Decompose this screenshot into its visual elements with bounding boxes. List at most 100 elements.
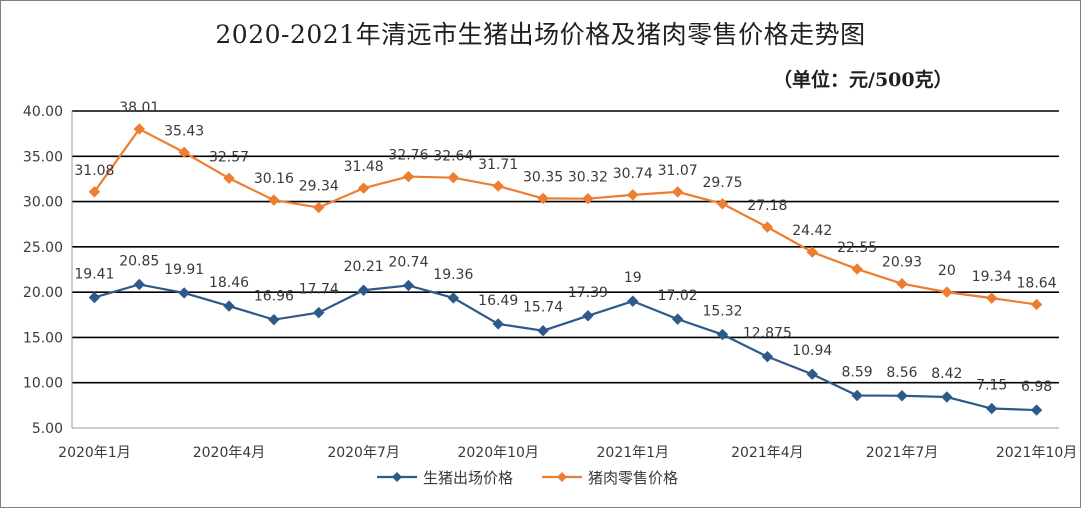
- data-label: 17.39: [568, 285, 608, 301]
- series-live-pig-price: 19.41 20.85 19.91 18.46 16.96 17.74 20.21 20.74…: [74, 253, 1052, 416]
- y-tick-label: 15.00: [23, 330, 63, 346]
- data-label: 38.01: [119, 100, 159, 116]
- data-point: [896, 390, 908, 402]
- data-label: 12.875: [743, 326, 792, 342]
- legend-label: 猪肉零售价格: [588, 469, 678, 487]
- data-point: [985, 402, 998, 415]
- series-pork-retail-price: 31.08 38.01 35.43 32.57 30.16 29.34 31.4832.76…: [74, 100, 1057, 311]
- y-tick-label: 30.00: [23, 195, 63, 211]
- legend: 生猪出场价格 猪肉零售价格: [377, 469, 678, 487]
- data-point: [492, 318, 504, 330]
- data-point: [806, 368, 818, 380]
- y-tick-label: 25.00: [23, 240, 63, 256]
- data-label: 8.56: [886, 365, 917, 381]
- data-point: [357, 182, 370, 194]
- series-line: [93, 127, 1037, 306]
- x-tick-label: 2020年10月: [457, 445, 538, 461]
- data-point: [582, 310, 594, 322]
- data-point: [537, 325, 549, 337]
- data-point: [761, 350, 774, 363]
- data-label: 7.15: [976, 378, 1007, 394]
- data-label: 20: [938, 263, 956, 279]
- legend-marker: [557, 472, 567, 482]
- data-label: 32.57: [209, 149, 249, 165]
- data-point: [761, 221, 774, 233]
- data-label: 20.21: [344, 259, 384, 275]
- data-label: 8.42: [931, 366, 962, 382]
- y-tick-label: 5.00: [32, 421, 63, 437]
- x-tick-label: 2020年7月: [327, 445, 400, 461]
- data-point: [851, 263, 863, 275]
- data-label: 31.48: [344, 159, 384, 175]
- data-point: [402, 279, 415, 292]
- data-point: [313, 306, 325, 319]
- data-label: 15.32: [702, 304, 742, 320]
- legend-label: 生猪出场价格: [423, 469, 513, 487]
- data-point: [941, 391, 953, 403]
- unit-note: （单位：元/500克）: [773, 69, 953, 91]
- data-point: [357, 284, 370, 296]
- data-label: 29.34: [299, 179, 339, 195]
- x-tick-label: 2021年1月: [597, 445, 670, 461]
- data-point: [447, 292, 460, 304]
- y-tick-label: 20.00: [23, 285, 63, 301]
- data-point: [178, 287, 190, 299]
- data-label: 17.74: [299, 282, 339, 298]
- data-point: [178, 146, 190, 159]
- data-point: [133, 278, 146, 291]
- data-label: 29.75: [702, 175, 742, 191]
- data-label: 27.18: [747, 198, 787, 214]
- data-label: 18.64: [1017, 275, 1057, 291]
- data-point: [223, 172, 235, 185]
- data-label: 31.71: [478, 157, 518, 173]
- data-label: 30.16: [254, 171, 294, 187]
- data-label: 20.85: [119, 253, 159, 269]
- data-point: [671, 186, 684, 198]
- data-point: [1030, 298, 1043, 311]
- data-label: 20.74: [388, 254, 428, 270]
- data-point: [851, 389, 863, 402]
- data-label: 18.46: [209, 275, 249, 291]
- data-point: [402, 170, 415, 183]
- data-label: 19.34: [972, 269, 1012, 285]
- data-point: [806, 246, 818, 258]
- data-point: [896, 278, 908, 290]
- data-point: [537, 192, 549, 205]
- data-label: 6.98: [1021, 379, 1052, 395]
- data-point: [268, 313, 280, 326]
- data-label: 19: [624, 270, 642, 286]
- legend-marker: [392, 472, 402, 482]
- data-point: [133, 123, 146, 135]
- data-point: [88, 291, 101, 304]
- data-label: 16.49: [478, 293, 518, 309]
- y-tick-label: 40.00: [23, 104, 63, 120]
- data-label: 24.42: [792, 223, 832, 239]
- data-label: 35.43: [164, 123, 204, 139]
- data-point: [223, 300, 235, 312]
- data-point: [268, 194, 280, 206]
- data-label: 30.74: [613, 166, 653, 182]
- data-point: [985, 292, 998, 304]
- x-tick-label: 2021年4月: [731, 445, 804, 461]
- data-label: 20.93: [882, 255, 922, 271]
- data-point: [88, 186, 101, 198]
- chart-title: 2020-2021年清远市生猪出场价格及猪肉零售价格走势图: [215, 20, 866, 49]
- data-point: [313, 201, 325, 214]
- series-line: [94, 283, 1037, 412]
- data-label: 30.32: [568, 170, 608, 186]
- x-tick-label: 2021年7月: [866, 445, 939, 461]
- data-label: 30.35: [523, 169, 563, 185]
- data-label: 17.02: [658, 288, 698, 304]
- data-point: [1030, 404, 1043, 416]
- data-point: [627, 189, 639, 201]
- data-label: 22.55: [837, 240, 877, 256]
- data-label: 31.07: [658, 163, 698, 179]
- x-tick-label: 2020年4月: [193, 445, 266, 461]
- data-label: 32.76: [388, 148, 428, 164]
- data-label: 16.96: [254, 289, 294, 305]
- data-label: 31.08: [74, 163, 114, 179]
- data-point: [716, 328, 729, 341]
- data-label: 10.94: [792, 343, 832, 359]
